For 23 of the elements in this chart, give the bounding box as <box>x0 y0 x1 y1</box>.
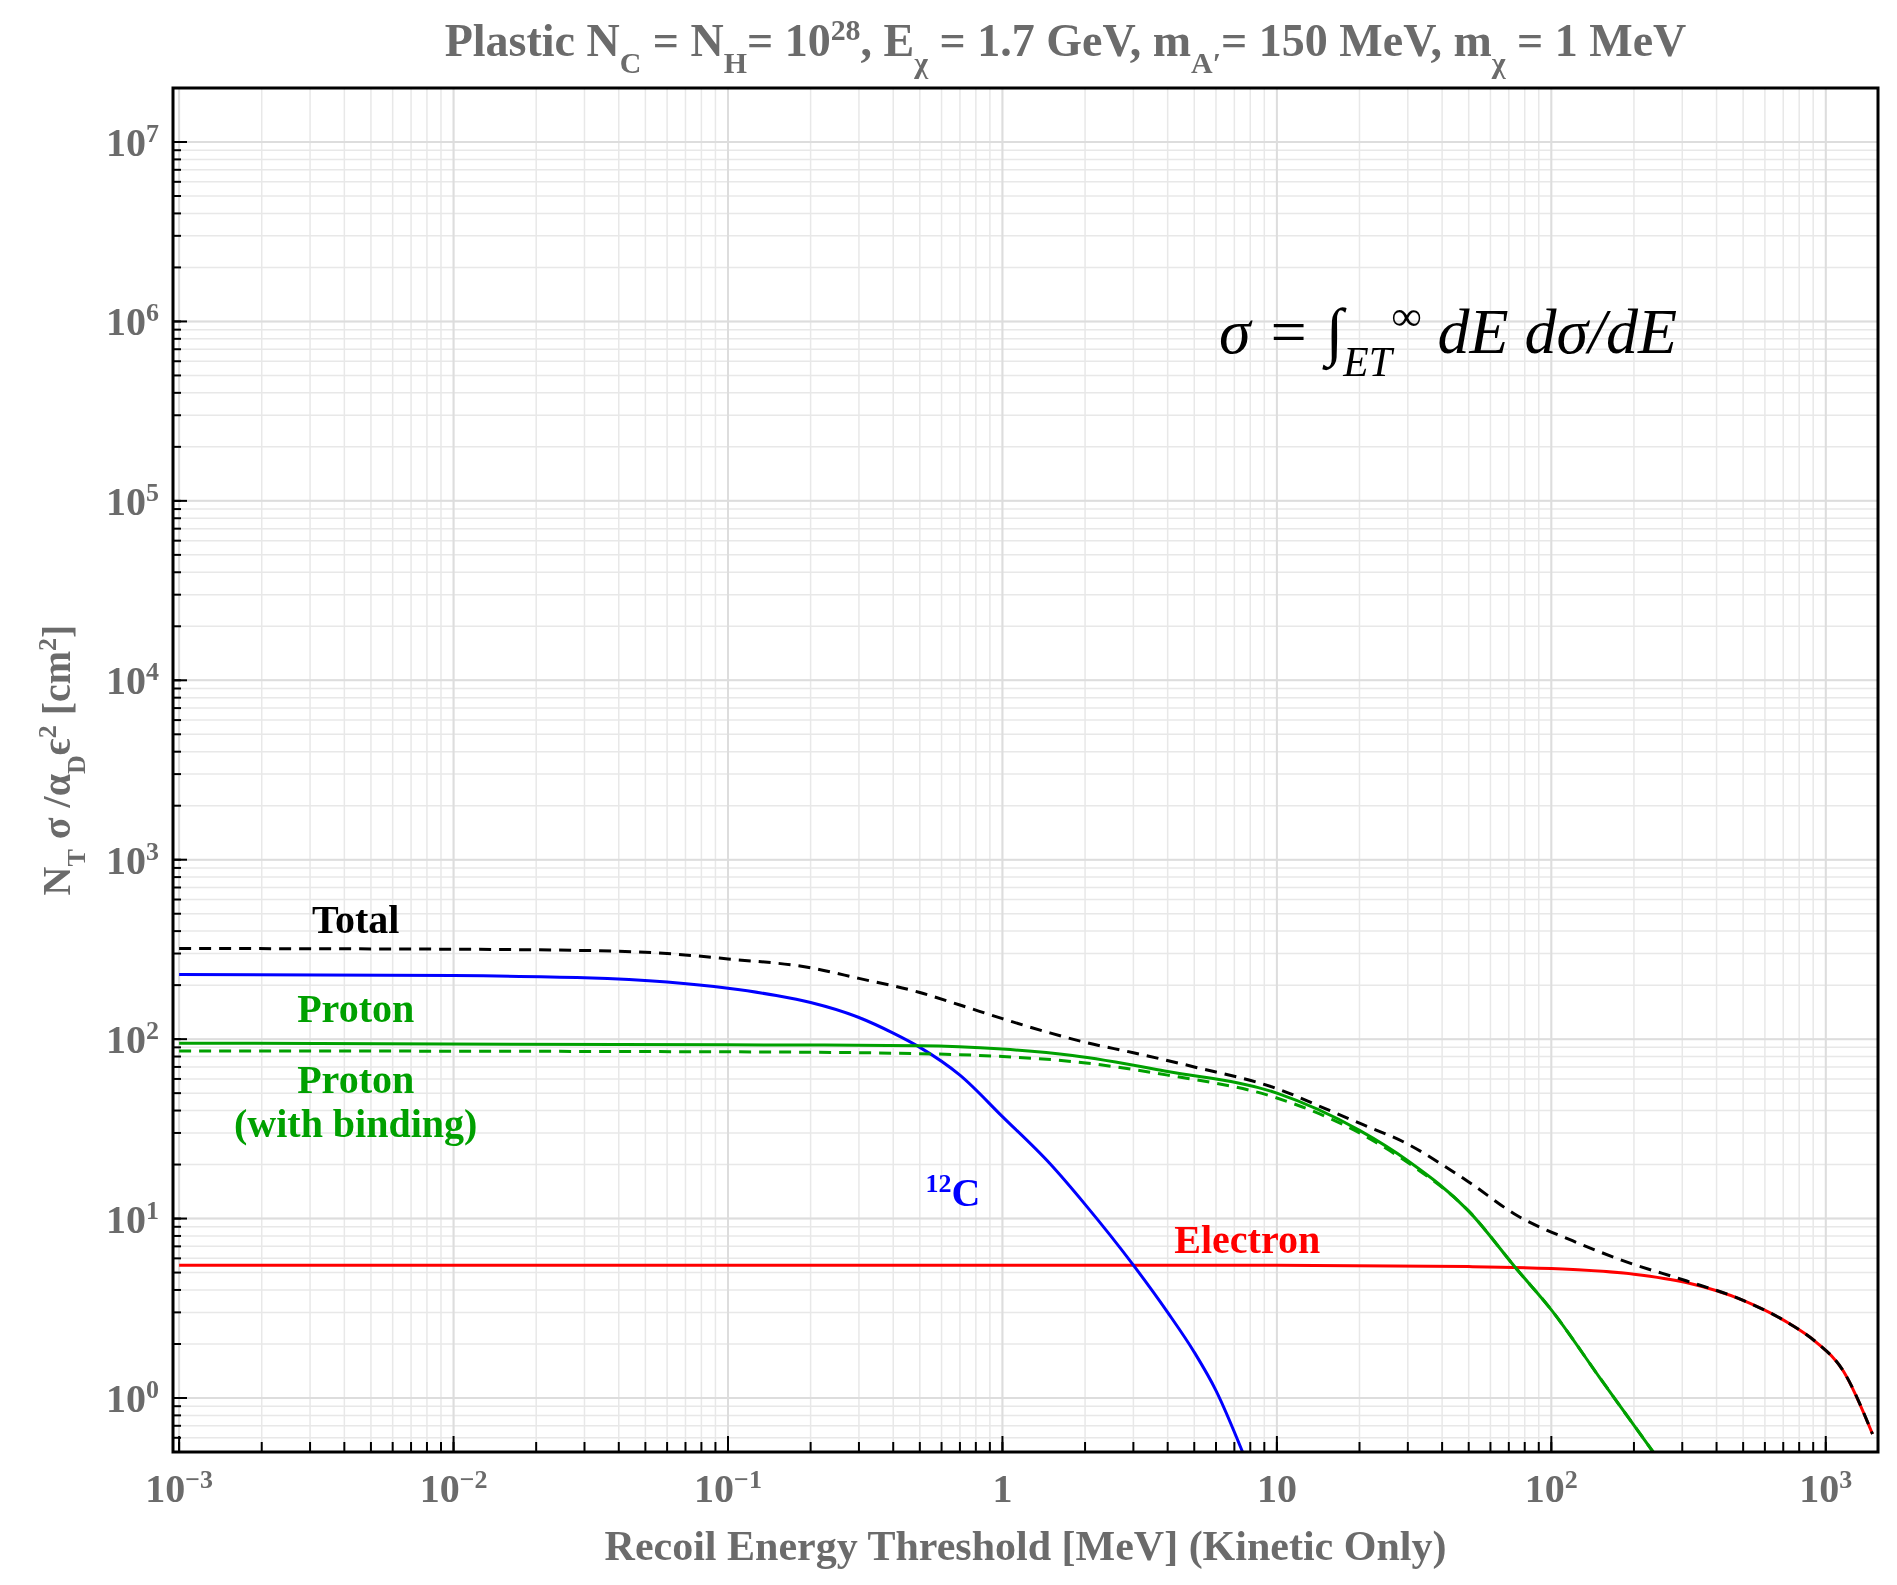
y-tick-label: 10$^{2}$ <box>106 1015 159 1063</box>
annotation: σ = ∫$_{ET}$$^{∞}$ dE dσ/dE <box>1218 293 1678 385</box>
y-tick-label: 10$^{6}$ <box>106 297 159 345</box>
x-tick-label: 10$^{2}$ <box>1524 1464 1578 1511</box>
y-tick-label: 10$^{0}$ <box>106 1374 159 1421</box>
x-tick-label: 10$^{3}$ <box>1799 1464 1853 1511</box>
y-tick-label: 10$^{7}$ <box>106 118 159 166</box>
x-tick-label: 1 <box>992 1466 1013 1511</box>
y-tick-label: 10$^{5}$ <box>106 477 159 524</box>
series-label: Total <box>311 897 400 943</box>
x-axis-title: Recoil Energy Threshold [MeV] (Kinetic Only) <box>604 1523 1447 1570</box>
series-label: $^{12}$C <box>925 1168 981 1215</box>
y-tick-label: 10$^{3}$ <box>106 836 159 883</box>
series-label: Proton <box>297 986 415 1032</box>
x-tick-label: 10$^{−3}$ <box>145 1464 214 1511</box>
x-tick-label: 10$^{−1}$ <box>694 1464 762 1511</box>
series-label: Proton (with binding) <box>233 1057 478 1147</box>
series-label: Electron <box>1174 1217 1321 1263</box>
y-tick-label: 10$^{1}$ <box>106 1195 159 1242</box>
x-tick-label: 10$^{−2}$ <box>419 1464 488 1511</box>
x-tick-label: 10 <box>1256 1466 1297 1511</box>
chart-title: Plastic N$_{C}$ = N$_{H}$= 10$^{28}$, E$_{χ}$ = 1.7 GeV, m$_{A′}$= 150 MeV, m$_{χ}$ = 1 MeV <box>444 12 1687 79</box>
y-tick-label: 10$^{4}$ <box>106 656 159 704</box>
